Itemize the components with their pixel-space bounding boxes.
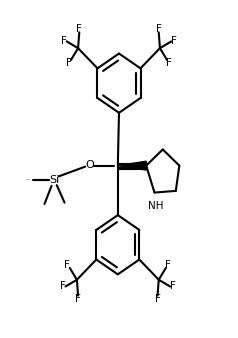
Text: NH: NH	[148, 201, 164, 211]
Text: F: F	[66, 58, 72, 68]
Polygon shape	[118, 161, 146, 170]
Text: F: F	[155, 294, 160, 304]
Text: —: —	[26, 178, 30, 182]
Text: F: F	[60, 282, 66, 291]
Text: Si: Si	[49, 175, 59, 185]
Text: F: F	[64, 260, 70, 270]
Text: F: F	[166, 58, 172, 68]
Text: O: O	[85, 160, 94, 170]
Text: F: F	[76, 24, 82, 34]
Text: F: F	[170, 282, 176, 291]
Text: F: F	[61, 37, 67, 46]
Text: F: F	[75, 294, 81, 304]
Text: F: F	[171, 37, 177, 46]
Text: F: F	[165, 260, 171, 270]
Text: F: F	[156, 24, 162, 34]
